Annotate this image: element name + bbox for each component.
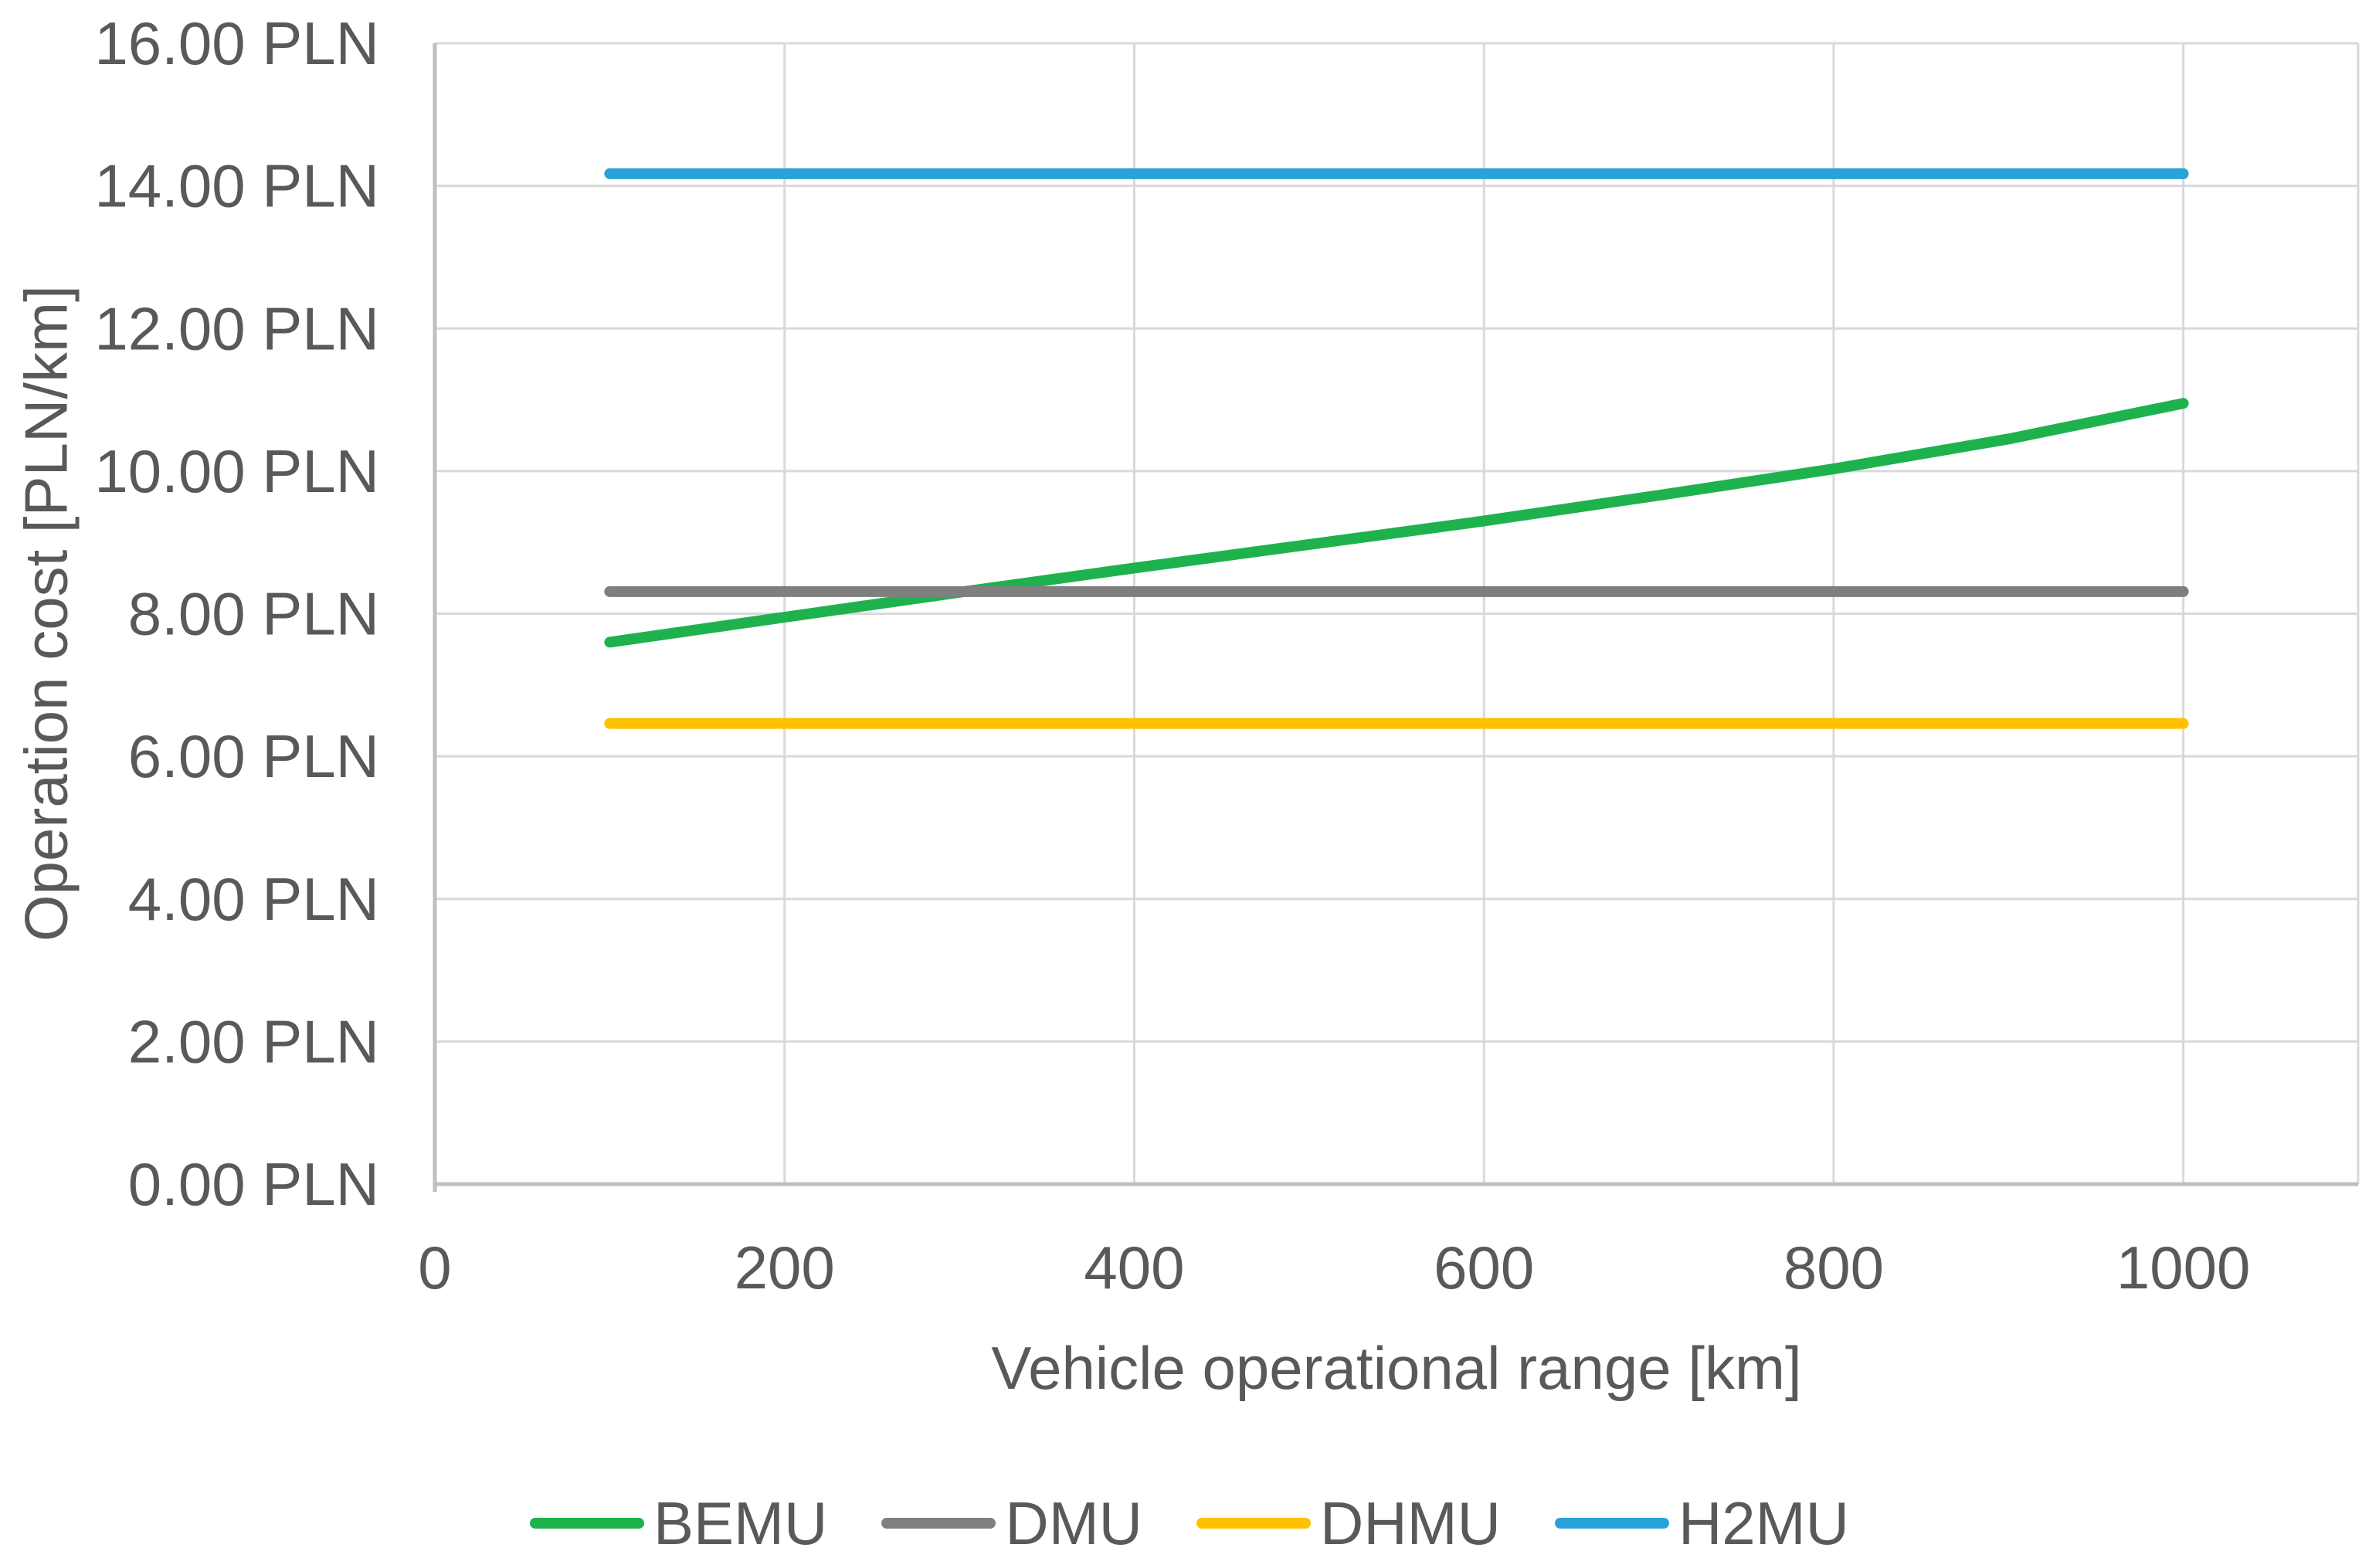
legend-label-dmu: DMU	[1005, 1488, 1142, 1557]
y-tick-label: 14.00 PLN	[94, 152, 379, 220]
chart-legend: BEMU DMU DHMU H2MU	[0, 1485, 2379, 1562]
y-tick-label: 4.00 PLN	[128, 865, 379, 933]
x-tick-label: 400	[1084, 1234, 1184, 1302]
legend-label-h2mu: H2MU	[1678, 1488, 1849, 1557]
y-tick-label: 10.00 PLN	[94, 437, 379, 505]
legend-item-dmu: DMU	[881, 1488, 1142, 1559]
y-tick-label: 2.00 PLN	[128, 1007, 379, 1075]
y-axis-title: Operation cost [PLN/km]	[12, 285, 80, 942]
y-tick-label: 8.00 PLN	[128, 580, 379, 648]
legend-item-dhmu: DHMU	[1196, 1488, 1501, 1559]
legend-item-h2mu: H2MU	[1554, 1488, 1849, 1559]
x-tick-label: 600	[1434, 1234, 1534, 1302]
legend-label-dhmu: DHMU	[1320, 1488, 1501, 1557]
y-tick-label: 16.00 PLN	[94, 9, 379, 77]
x-axis-title: Vehicle operational range [km]	[991, 1334, 1802, 1402]
y-tick-label: 0.00 PLN	[128, 1150, 379, 1218]
x-tick-label: 800	[1783, 1234, 1884, 1302]
legend-swatch-dmu	[881, 1518, 996, 1529]
x-tick-label: 0	[418, 1234, 451, 1302]
legend-item-bemu: BEMU	[530, 1488, 827, 1559]
y-tick-label: 6.00 PLN	[128, 722, 379, 790]
legend-swatch-h2mu	[1554, 1518, 1669, 1529]
x-tick-label: 1000	[2116, 1234, 2251, 1302]
series-line-bemu	[604, 398, 2189, 648]
legend-label-bemu: BEMU	[653, 1488, 828, 1557]
legend-swatch-bemu	[530, 1518, 644, 1529]
legend-swatch-dhmu	[1196, 1518, 1311, 1529]
x-tick-label: 200	[735, 1234, 835, 1302]
y-tick-label: 12.00 PLN	[94, 294, 379, 362]
